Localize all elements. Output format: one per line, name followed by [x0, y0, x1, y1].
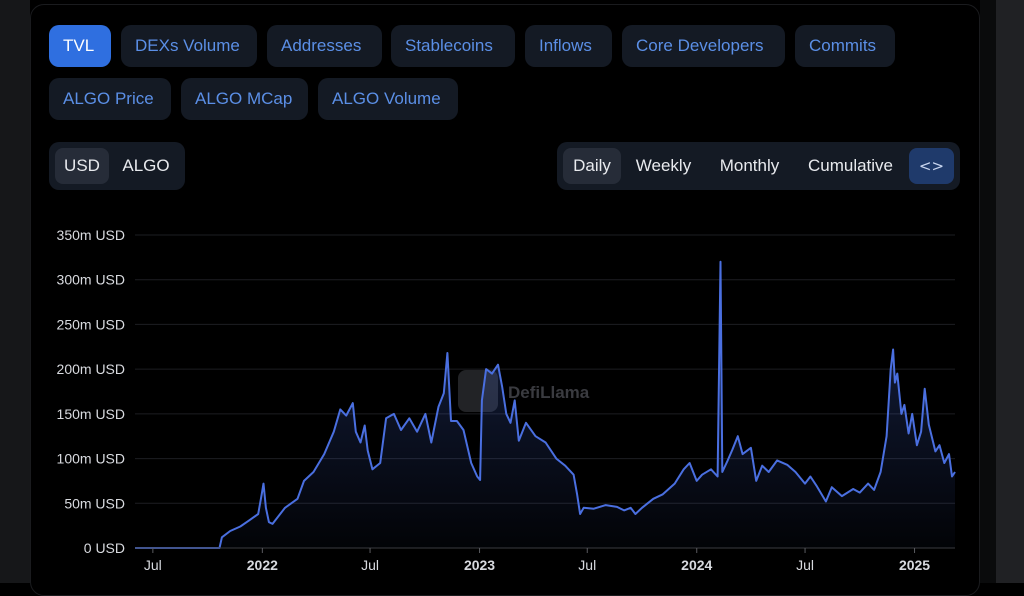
x-tick-label: 2025 [899, 557, 930, 573]
period-daily-button[interactable]: Daily [563, 148, 621, 184]
code-brackets-icon[interactable]: <> [909, 148, 954, 184]
period-monthly-button[interactable]: Monthly [719, 156, 780, 175]
y-tick-label: 200m USD [57, 361, 125, 377]
period-toggle: Daily Weekly Monthly Cumulative <> [557, 142, 960, 190]
currency-algo-button[interactable]: ALGO [122, 156, 170, 175]
y-tick-label: 250m USD [57, 316, 125, 332]
y-tick-label: 350m USD [57, 227, 125, 243]
tvl-line [135, 260, 956, 549]
watermark-text: DefiLlama [508, 383, 590, 402]
x-tick-label: Jul [144, 557, 162, 573]
y-tick-label: 150m USD [57, 406, 125, 422]
tab-core-developers[interactable]: Core Developers [622, 25, 785, 67]
x-tick-label: 2022 [247, 557, 278, 573]
y-tick-label: 50m USD [64, 495, 125, 511]
tab-algo-mcap[interactable]: ALGO MCap [181, 78, 308, 120]
period-cumulative-button[interactable]: Cumulative [807, 156, 894, 175]
tvl-area [135, 261, 955, 548]
tab-stablecoins[interactable]: Stablecoins [391, 25, 515, 67]
period-weekly-button[interactable]: Weekly [635, 156, 692, 175]
tab-dexs-volume[interactable]: DEXs Volume [121, 25, 257, 67]
currency-usd-button[interactable]: USD [55, 148, 109, 184]
x-tick-label: 2023 [464, 557, 495, 573]
tab-algo-price[interactable]: ALGO Price [49, 78, 171, 120]
tvl-chart: DefiLlama 0 USD 50m USD 100m USD 150m USD 20… [57, 227, 956, 573]
right-scroll-strip[interactable] [996, 0, 1024, 583]
y-tick-label: 100m USD [57, 451, 125, 467]
defillama-watermark: DefiLlama [458, 370, 590, 412]
x-tick-label: Jul [796, 557, 814, 573]
x-tick-label: Jul [578, 557, 596, 573]
x-tick-label: Jul [361, 557, 379, 573]
currency-toggle: USD ALGO [49, 142, 185, 190]
tab-algo-volume[interactable]: ALGO Volume [318, 78, 458, 120]
y-tick-label: 300m USD [57, 272, 125, 288]
tab-commits[interactable]: Commits [795, 25, 895, 67]
tab-addresses[interactable]: Addresses [267, 25, 382, 67]
x-tick-label: 2024 [681, 557, 712, 573]
y-tick-label: 0 USD [84, 540, 125, 556]
tab-inflows[interactable]: Inflows [525, 25, 612, 67]
tab-tvl[interactable]: TVL [49, 25, 111, 67]
left-panel [0, 0, 30, 583]
